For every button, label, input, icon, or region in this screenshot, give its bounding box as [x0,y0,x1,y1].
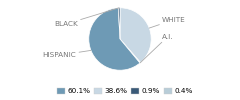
Wedge shape [118,8,120,39]
Wedge shape [120,39,140,63]
Wedge shape [120,8,151,62]
Text: A.I.: A.I. [140,34,174,63]
Text: HISPANIC: HISPANIC [42,50,91,58]
Legend: 60.1%, 38.6%, 0.9%, 0.4%: 60.1%, 38.6%, 0.9%, 0.4% [57,88,192,94]
Text: WHITE: WHITE [149,17,186,28]
Wedge shape [89,8,140,70]
Text: BLACK: BLACK [54,8,119,27]
